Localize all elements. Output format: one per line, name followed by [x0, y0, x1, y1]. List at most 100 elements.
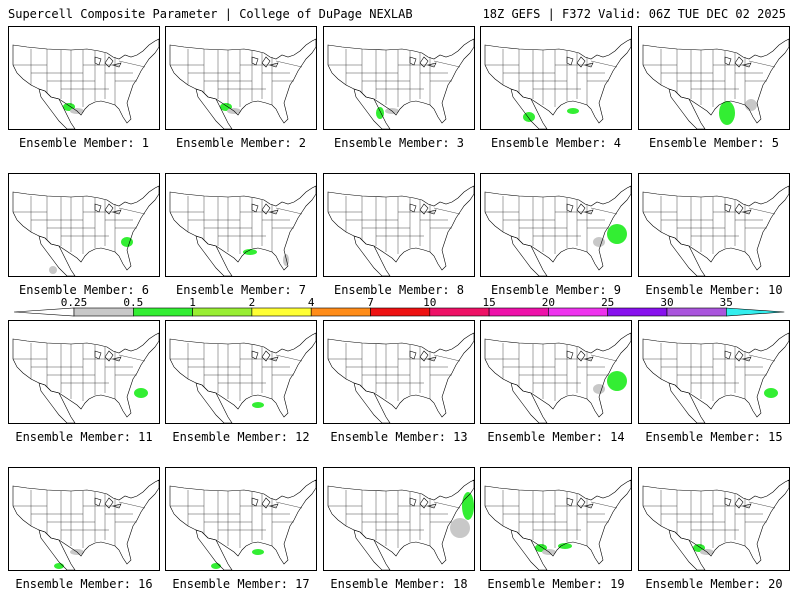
scp-shaded-area [376, 107, 384, 119]
basemap [169, 38, 316, 129]
colorbar-segment [488, 307, 549, 317]
basemap [169, 332, 316, 423]
member-map-panel [8, 320, 160, 424]
colorbar-segment [548, 307, 609, 317]
member-map-panel [480, 26, 632, 130]
colorbar-segment [666, 307, 727, 317]
colorbar-segment [429, 307, 490, 317]
conus-map [484, 479, 631, 570]
member-map-panel [638, 26, 790, 130]
basemap [12, 332, 159, 423]
scp-shaded-area [523, 112, 535, 122]
member-label: Ensemble Member: 17 [172, 577, 310, 591]
scp-shaded-area [558, 543, 572, 549]
member-map-panel [323, 467, 475, 571]
basemap [327, 479, 474, 570]
colorbar-tick-label: 20 [542, 296, 555, 309]
member-map-panel [165, 320, 317, 424]
conus-map [327, 479, 474, 570]
member-label: Ensemble Member: 18 [330, 577, 468, 591]
conus-map [169, 332, 316, 423]
member-label: Ensemble Member: 20 [645, 577, 783, 591]
conus-map [12, 185, 159, 276]
conus-map [327, 332, 474, 423]
scp-shaded-area [211, 563, 221, 569]
colorbar-tick-label: 2 [249, 296, 256, 309]
scp-shaded-area [764, 388, 778, 398]
colorbar-tick-label: 25 [601, 296, 614, 309]
member-map-panel [8, 467, 160, 571]
conus-map [169, 185, 316, 276]
member-label: Ensemble Member: 2 [175, 136, 307, 150]
member-label: Ensemble Member: 10 [645, 283, 783, 297]
basemap [484, 38, 631, 129]
conus-map [484, 332, 631, 423]
scp-shaded-area [719, 101, 735, 125]
colorbar-tick-label: 10 [423, 296, 436, 309]
colorbar-segment [370, 307, 431, 317]
conus-map [327, 185, 474, 276]
conus-map [12, 38, 159, 129]
member-map-panel [165, 173, 317, 277]
colorbar-tick-label: 1 [189, 296, 196, 309]
scp-shaded-area [54, 563, 64, 569]
basemap [169, 479, 316, 570]
scp-shaded-area [134, 388, 148, 398]
basemap [169, 185, 316, 276]
scp-shaded-area [252, 549, 264, 555]
colorbar-segment [607, 307, 668, 317]
member-map-panel [165, 26, 317, 130]
page-title: Supercell Composite Parameter | College … [8, 7, 413, 21]
colorbar-segment [73, 307, 134, 317]
colorbar: 0.25 0.5 1 2 4 7 10 15 20 25 30 35 [13, 296, 785, 317]
scp-shaded-area [593, 384, 605, 394]
colorbar-segment [251, 307, 312, 317]
colorbar-under-triangle [13, 307, 75, 317]
colorbar-segment [133, 307, 193, 317]
conus-map [642, 185, 789, 276]
basemap [642, 185, 789, 276]
scp-shaded-area [121, 237, 133, 247]
basemap [12, 185, 159, 276]
member-label: Ensemble Member: 6 [18, 283, 150, 297]
member-map-panel [480, 320, 632, 424]
scp-shaded-area [450, 518, 470, 538]
colorbar-segment [192, 307, 253, 317]
basemap [484, 185, 631, 276]
basemap [327, 38, 474, 129]
scp-shaded-area [243, 249, 257, 255]
scp-shaded-area [567, 108, 579, 114]
basemap [327, 332, 474, 423]
member-map-panel [8, 173, 160, 277]
colorbar-tick-label: 0.25 [61, 296, 88, 309]
colorbar-tick-label: 30 [660, 296, 673, 309]
member-label: Ensemble Member: 11 [15, 430, 153, 444]
basemap [642, 38, 789, 129]
member-label: Ensemble Member: 4 [490, 136, 622, 150]
member-label: Ensemble Member: 15 [645, 430, 783, 444]
conus-map [642, 38, 789, 129]
scp-shaded-area [607, 224, 627, 244]
scp-shaded-area [49, 266, 57, 274]
member-map-panel [323, 320, 475, 424]
conus-map [169, 38, 316, 129]
basemap [484, 332, 631, 423]
basemap [642, 332, 789, 423]
member-map-panel [323, 173, 475, 277]
member-map-panel [480, 467, 632, 571]
colorbar-segment [310, 307, 371, 317]
basemap [484, 479, 631, 570]
member-label: Ensemble Member: 16 [15, 577, 153, 591]
member-label: Ensemble Member: 13 [330, 430, 468, 444]
basemap [12, 479, 159, 570]
scp-shaded-area [593, 237, 605, 247]
scp-shaded-area [607, 371, 627, 391]
member-map-panel [8, 26, 160, 130]
member-map-panel [638, 467, 790, 571]
conus-map [12, 332, 159, 423]
colorbar-tick-label: 35 [720, 296, 733, 309]
basemap [12, 38, 159, 129]
conus-map [169, 479, 316, 570]
colorbar-tick-label: 15 [482, 296, 495, 309]
member-label: Ensemble Member: 14 [487, 430, 625, 444]
